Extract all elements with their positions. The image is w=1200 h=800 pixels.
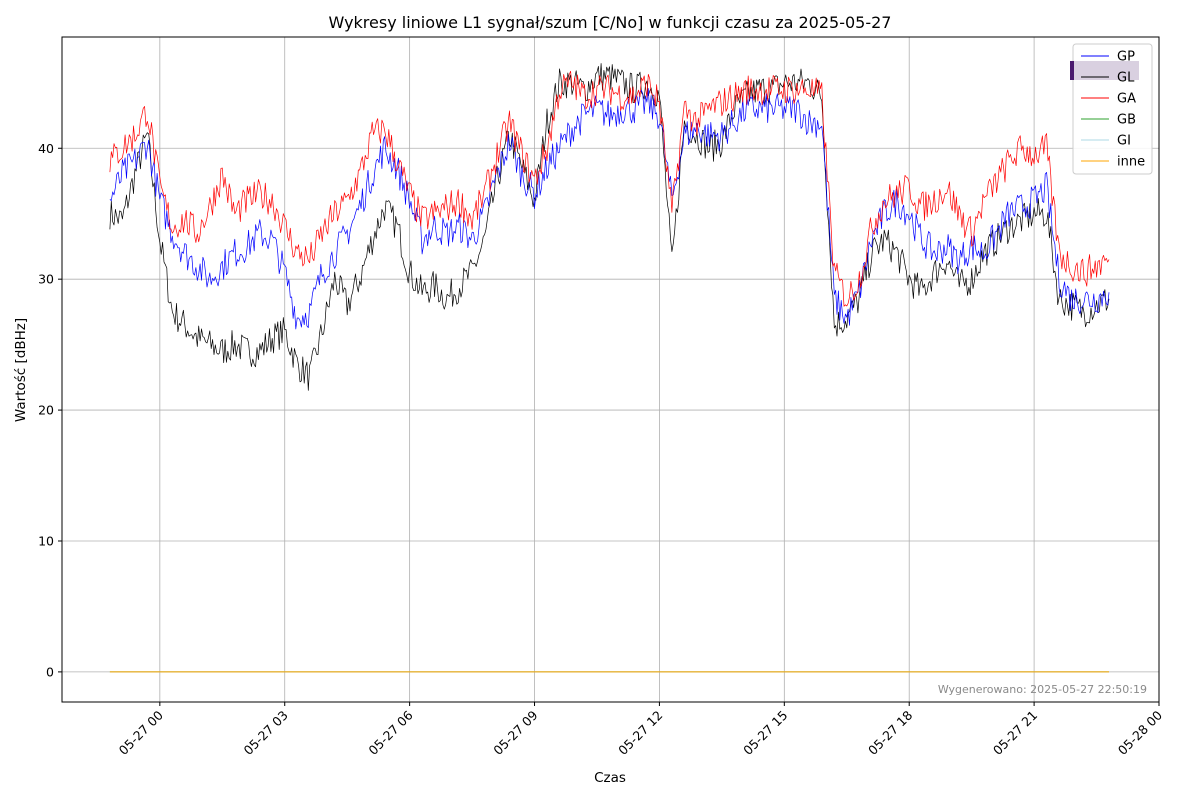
generated-footnote: Wygenerowano: 2025-05-27 22:50:19: [938, 683, 1147, 696]
y-tick-label: 40: [38, 141, 54, 156]
legend-label-gb: GB: [1117, 113, 1136, 128]
plot-frame: [61, 36, 1160, 703]
x-tick-label: 05-28 00: [1115, 707, 1165, 757]
y-tick-label: 20: [38, 403, 54, 418]
legend: GP GL GA GB GI inne: [1070, 43, 1153, 175]
series-line-ga: [109, 70, 1110, 307]
x-tick-label: 05-27 21: [990, 708, 1040, 758]
x-tick-label: 05-27 06: [365, 707, 415, 757]
legend-label-gi: GI: [1117, 134, 1131, 149]
grid: [62, 37, 1160, 702]
x-axis: 05-27 00 05-27 03 05-27 06 05-27 09 05-27 12…: [116, 702, 1165, 758]
y-tick-label: 10: [38, 533, 54, 548]
series-lines: [109, 63, 1110, 673]
y-axis: 0 10 20 30 40: [38, 141, 62, 679]
legend-label-ga: GA: [1117, 92, 1136, 107]
x-tick-label: 05-27 18: [865, 707, 915, 757]
legend-label-inne: inne: [1117, 155, 1145, 170]
y-tick-label: 30: [38, 272, 54, 287]
legend-label-gl: GL: [1117, 71, 1135, 86]
x-tick-label: 05-27 09: [490, 707, 540, 757]
x-tick-label: 05-27 00: [116, 707, 166, 757]
series-line-gl: [109, 63, 1110, 391]
y-axis-title: Wartość [dBHz]: [13, 318, 29, 422]
x-tick-label: 05-27 03: [241, 708, 291, 758]
x-tick-label: 05-27 12: [615, 708, 665, 758]
legend-overlay-badge-edge: [1070, 61, 1074, 80]
x-axis-title: Czas: [594, 770, 626, 786]
x-tick-label: 05-27 15: [740, 708, 790, 758]
legend-overlay-badge: [1070, 61, 1139, 80]
chart-title: Wykresy liniowe L1 sygnał/szum [C/No] w …: [329, 13, 892, 32]
legend-label-gp: GP: [1117, 50, 1135, 65]
series-line-gp: [109, 88, 1110, 330]
y-tick-label: 0: [46, 664, 54, 679]
